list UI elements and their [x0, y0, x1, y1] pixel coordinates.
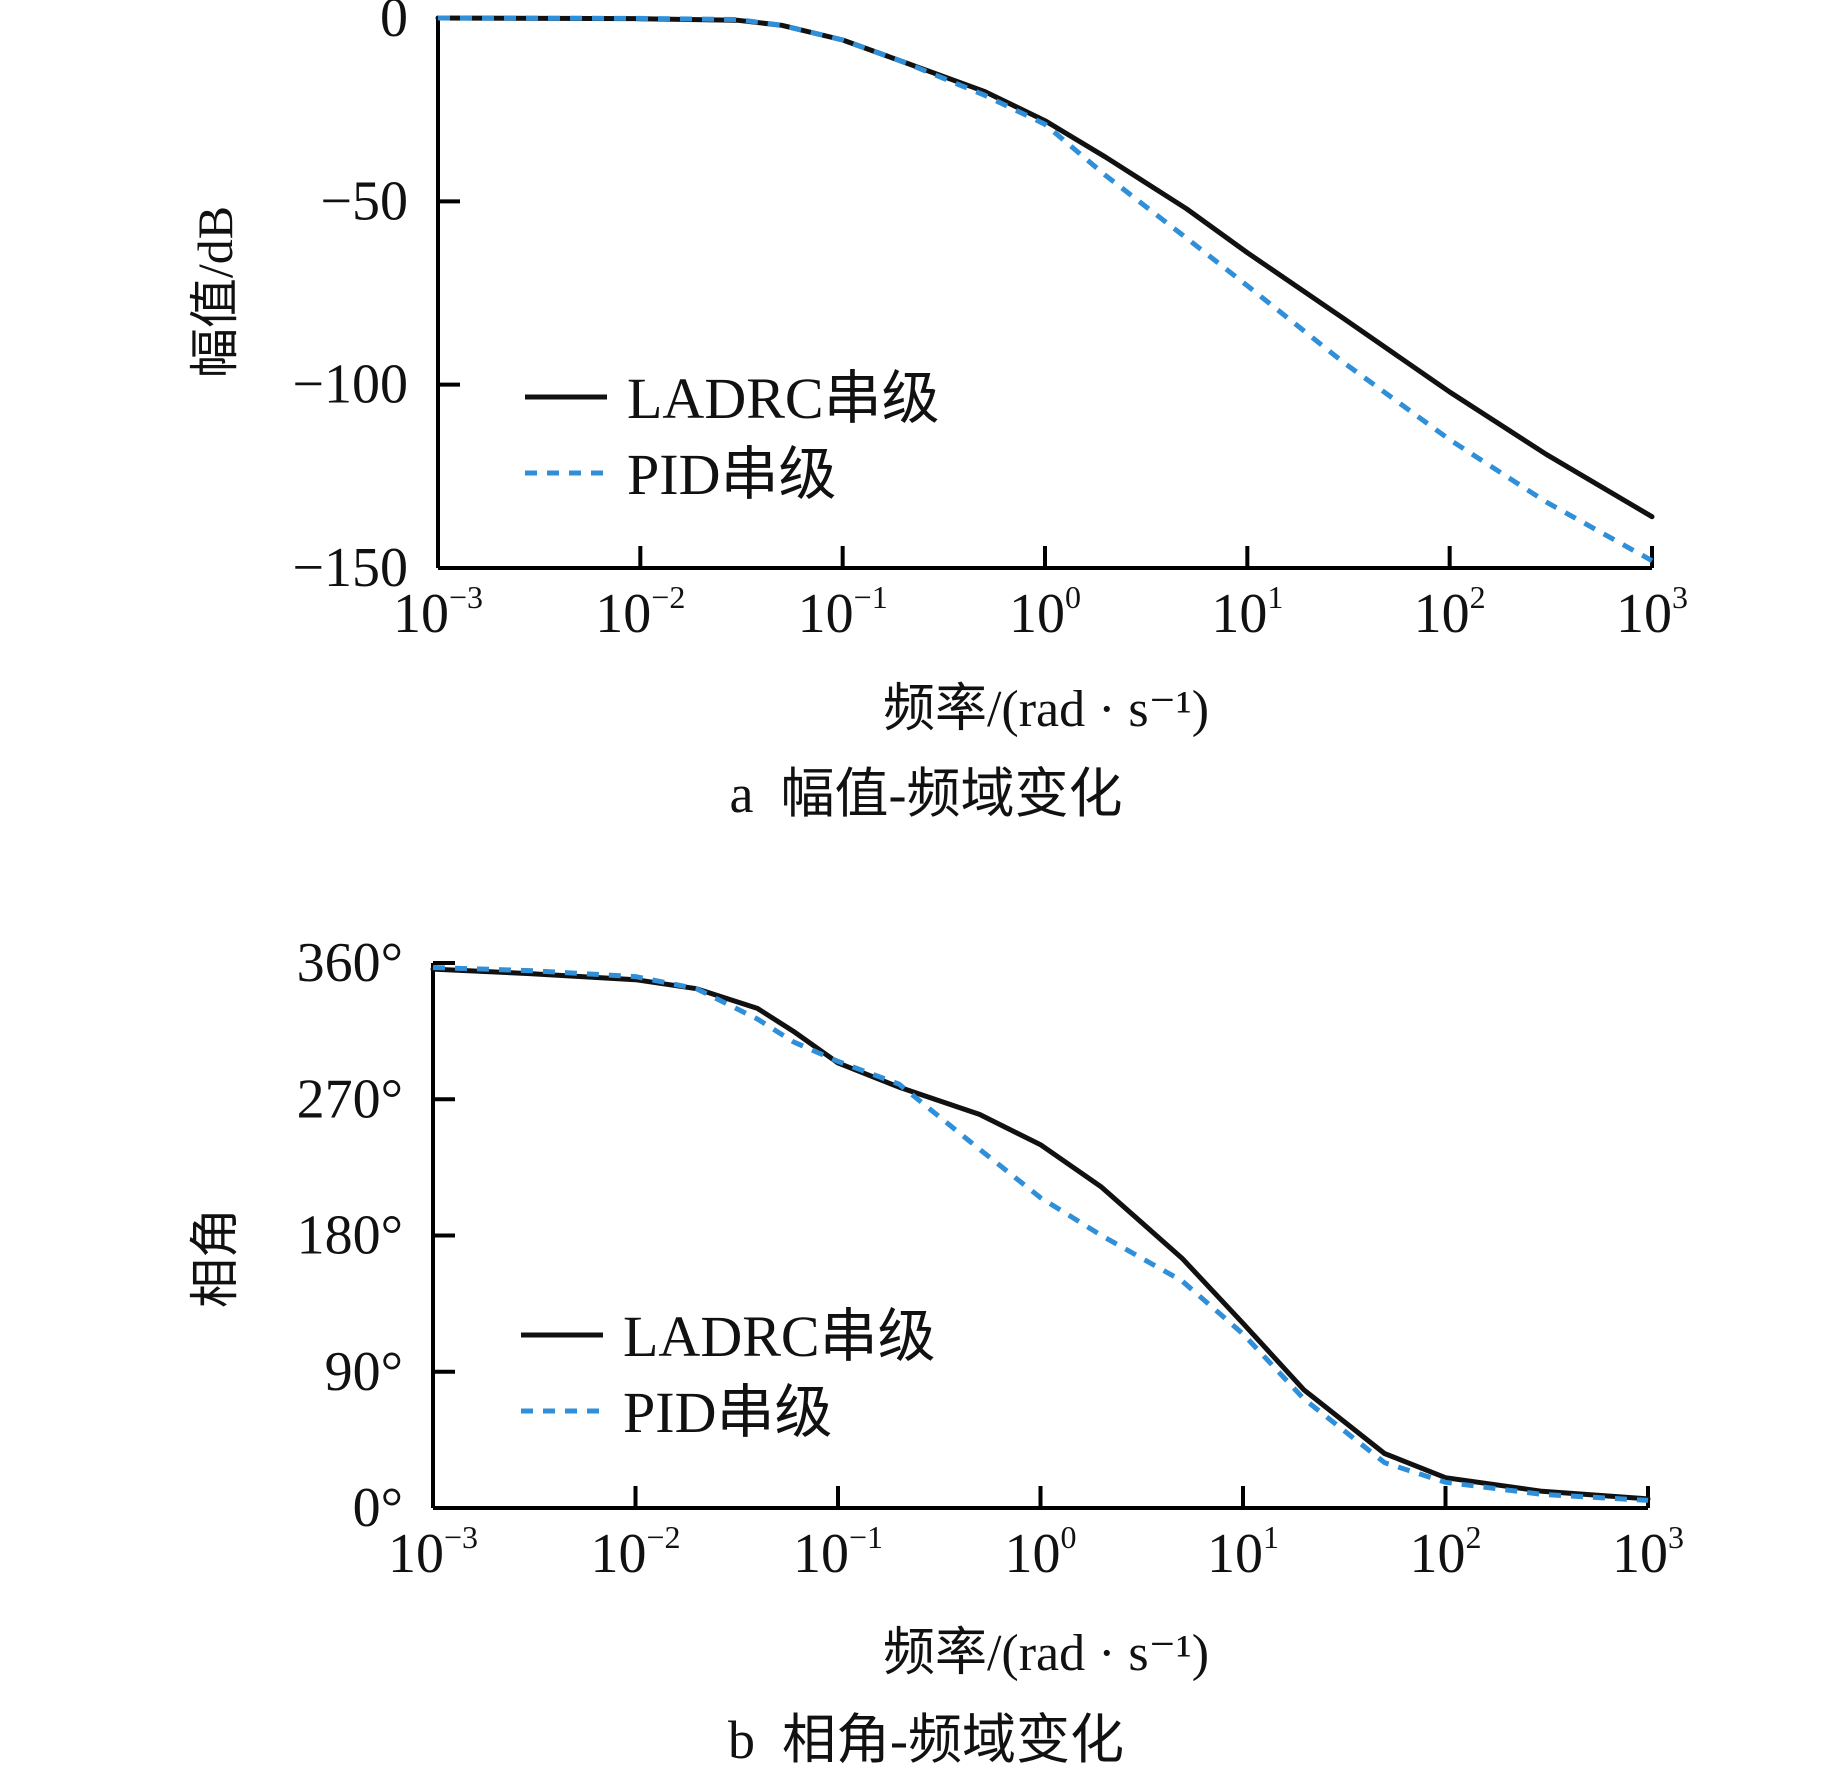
- phase-x-tick-label: 10−2: [590, 1519, 680, 1585]
- phase-chart: 0°90°180°270°360° 10−3 10−2 10−1 100 101 102 1…: [187, 932, 1684, 1770]
- magnitude-y-tick-label: −50: [320, 170, 408, 232]
- magnitude-x-axis-label: 频率/(rad · s⁻¹): [883, 681, 1209, 738]
- phase-y-tick-label: 360°: [297, 932, 403, 994]
- legend-label-ladrc: LADRC串级: [627, 366, 940, 431]
- phase-caption: b 相角-频域变化: [728, 1710, 1124, 1770]
- phase-x-tick-label: 100: [1005, 1519, 1077, 1585]
- magnitude-x-tick-label: 10−2: [595, 579, 685, 645]
- magnitude-x-tick-label: 10−3: [393, 579, 483, 645]
- phase-x-ticks: 10−3 10−2 10−1 100 101 102 103: [388, 1486, 1684, 1585]
- magnitude-y-ticks: 0 −50 −100 −150: [292, 0, 460, 599]
- phase-y-axis-label: 相角: [187, 1208, 243, 1308]
- phase-series-ladrc-line: [430, 966, 1651, 1502]
- legend-label-pid: PID串级: [623, 1380, 832, 1445]
- legend-label-ladrc: LADRC串级: [623, 1304, 936, 1369]
- magnitude-series-ladrc-line: [435, 15, 1655, 520]
- phase-x-tick-label: 101: [1207, 1519, 1279, 1585]
- phase-x-tick-label: 10−3: [388, 1519, 478, 1585]
- phase-x-tick-label: 103: [1612, 1519, 1684, 1585]
- magnitude-x-tick-label: 100: [1009, 579, 1081, 645]
- magnitude-series-pid-line: [437, 15, 1654, 563]
- phase-y-tick-label: 90°: [325, 1341, 403, 1403]
- magnitude-caption: a 幅值-频域变化: [730, 764, 1123, 824]
- phase-x-tick-label: 102: [1410, 1519, 1482, 1585]
- phase-y-tick-label: 0°: [353, 1477, 403, 1539]
- magnitude-y-tick-label: −150: [292, 537, 408, 599]
- phase-x-tick-label: 10−1: [793, 1519, 883, 1585]
- phase-x-axis-label: 频率/(rad · s⁻¹): [883, 1625, 1209, 1682]
- magnitude-x-tick-label: 101: [1211, 579, 1283, 645]
- magnitude-axes: [436, 18, 1652, 570]
- phase-y-tick-label: 180°: [297, 1205, 403, 1267]
- magnitude-x-tick-label: 102: [1414, 579, 1486, 645]
- magnitude-series: [435, 15, 1655, 563]
- phase-y-tick-label: 270°: [297, 1068, 403, 1130]
- phase-series: [430, 965, 1651, 1503]
- phase-legend: LADRC串级 PID串级: [521, 1304, 936, 1445]
- magnitude-y-axis-label: 幅值/dB: [187, 206, 243, 378]
- legend-label-pid: PID串级: [627, 442, 836, 507]
- magnitude-x-ticks: 10−3 10−2 10−1 100 101 102 103: [393, 546, 1688, 645]
- phase-y-ticks: 0° 90° 180° 270° 360°: [297, 932, 455, 1539]
- magnitude-chart: 0 −50 −100 −150 10−3 10−2 10−1 100 101 102 103 幅值…: [187, 0, 1688, 824]
- magnitude-y-tick-label: −100: [292, 354, 408, 416]
- magnitude-x-tick-label: 10−1: [798, 579, 888, 645]
- phase-axes: [431, 963, 1648, 1510]
- magnitude-y-tick-label: 0: [380, 0, 408, 49]
- phase-series-pid-line: [432, 965, 1649, 1503]
- magnitude-x-tick-label: 103: [1616, 579, 1688, 645]
- magnitude-legend: LADRC串级 PID串级: [525, 366, 940, 507]
